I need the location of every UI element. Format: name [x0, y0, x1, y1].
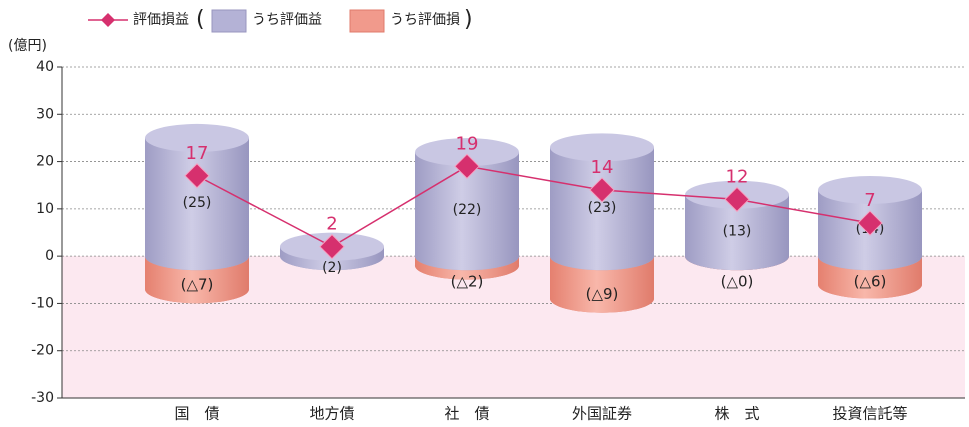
- value-label: (23): [588, 200, 617, 216]
- data-label: 17: [186, 143, 209, 164]
- line: [196, 165, 871, 248]
- cylinder: [550, 133, 654, 271]
- legend-bracket: (: [196, 7, 205, 32]
- y-tick-label: 20: [36, 154, 54, 170]
- y-axis-label: (億円): [8, 38, 47, 54]
- legend-bracket: ): [464, 7, 473, 32]
- line-marker: [184, 163, 210, 189]
- value-label: (25): [183, 195, 212, 211]
- x-tick-label: 株 式: [714, 405, 759, 423]
- legend-swatch: [211, 9, 247, 33]
- y-tick-label: -20: [31, 343, 54, 359]
- legend-label: うち評価損: [390, 12, 460, 28]
- x-tick-label: 地方債: [309, 405, 354, 423]
- y-tick-label: 10: [36, 201, 54, 217]
- legend-marker: [101, 13, 115, 27]
- value-label: (△6): [854, 273, 887, 291]
- data-label: 2: [326, 214, 337, 235]
- y-tick-label: -30: [31, 390, 54, 406]
- line-marker: [724, 186, 750, 213]
- legend-label: うち評価益: [252, 12, 322, 28]
- legend-swatch: [349, 9, 385, 33]
- data-label: 14: [591, 157, 614, 178]
- line-marker: [319, 233, 345, 260]
- x-tick-label: 国 債: [174, 405, 219, 423]
- value-label: (△7): [181, 276, 214, 294]
- data-label: 7: [864, 190, 875, 211]
- line-marker: [589, 177, 615, 203]
- legend-label: 評価損益: [133, 12, 189, 28]
- x-tick-label: 外国証券: [572, 405, 632, 423]
- data-label: 19: [456, 133, 479, 154]
- y-tick-label: -10: [31, 295, 54, 311]
- cylinder: [145, 123, 249, 271]
- line-marker: [857, 210, 883, 236]
- x-tick-label: 社 債: [444, 405, 489, 423]
- x-tick-label: 投資信託等: [832, 405, 907, 423]
- value-label: (2): [322, 260, 342, 276]
- value-label: (22): [453, 202, 482, 218]
- data-label: 12: [726, 166, 749, 187]
- y-tick-label: 30: [36, 106, 54, 122]
- value-label: (△0): [721, 273, 754, 291]
- cylinder: [818, 175, 922, 271]
- value-label: (△2): [451, 273, 484, 291]
- value-label: (13): [723, 223, 752, 239]
- y-tick-label: 0: [45, 248, 54, 264]
- line-marker: [454, 153, 480, 180]
- value-label: (△9): [586, 285, 619, 303]
- cylinder: [685, 180, 789, 271]
- y-tick-label: 40: [36, 59, 54, 75]
